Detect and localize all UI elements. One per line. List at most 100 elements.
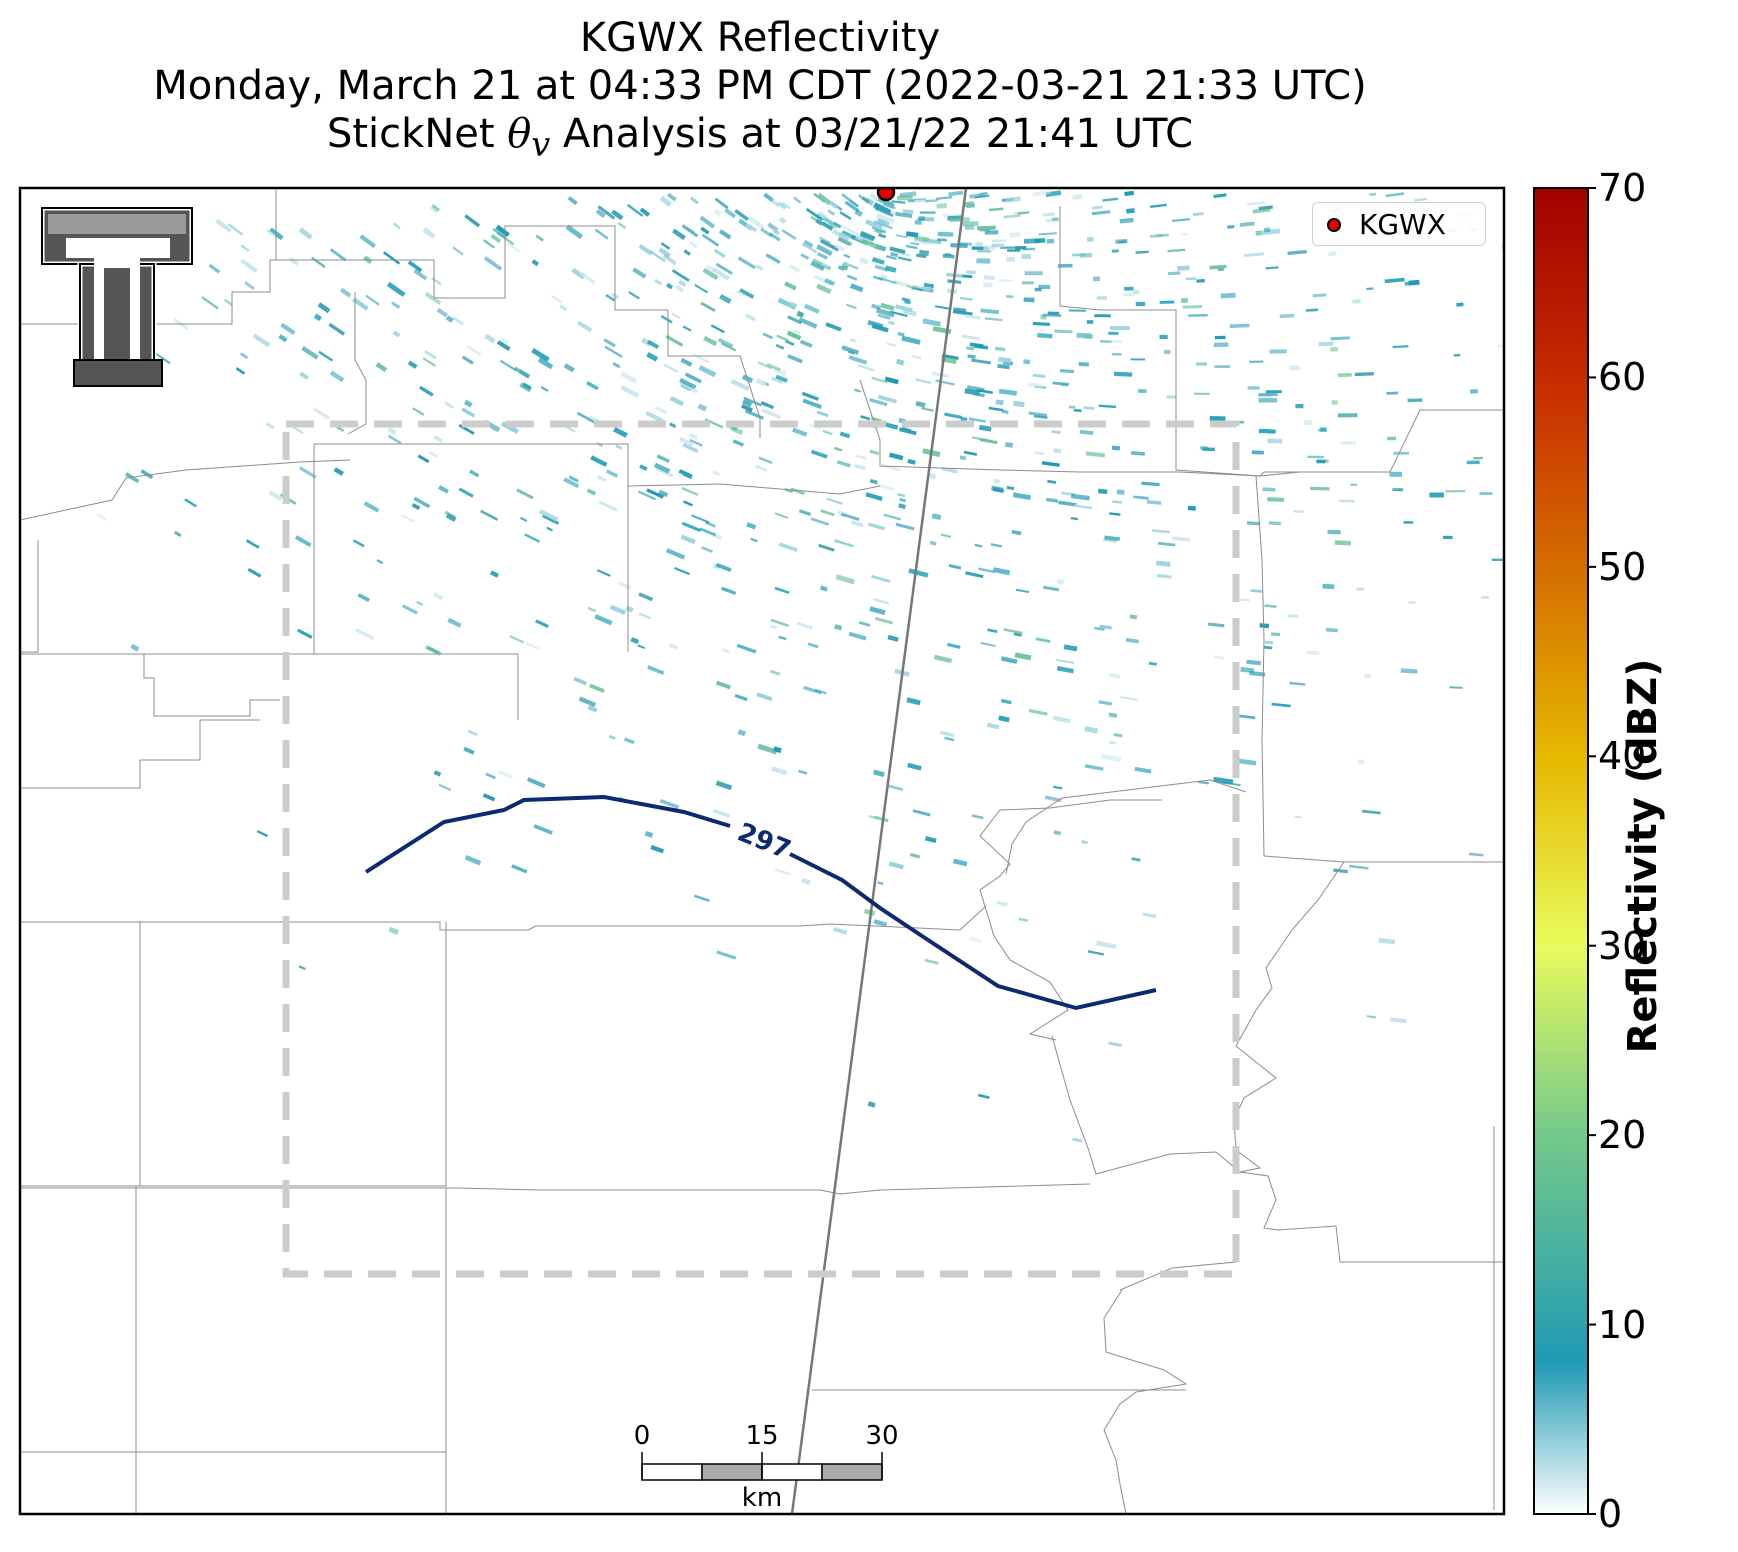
echo-gate xyxy=(1033,414,1048,419)
echo-gate xyxy=(1172,218,1190,223)
echo-gate xyxy=(755,264,764,271)
echo-gate xyxy=(1006,256,1015,262)
echo-gate xyxy=(1096,296,1107,300)
echo-gate xyxy=(1129,614,1138,620)
echo-gate xyxy=(1187,505,1196,511)
echo-gate xyxy=(594,614,613,626)
echo-gate xyxy=(615,444,623,450)
echo-gate xyxy=(1188,313,1208,317)
echo-gate xyxy=(628,291,640,300)
echo-gate xyxy=(1330,346,1339,352)
echo-gate xyxy=(730,426,744,436)
echo-gate xyxy=(1468,852,1484,857)
echo-gate xyxy=(758,456,773,465)
echo-gate xyxy=(1146,499,1162,505)
echo-gate xyxy=(480,509,499,521)
echo-gate xyxy=(1247,200,1266,206)
echo-gate xyxy=(499,359,517,372)
echo-gate xyxy=(868,522,886,531)
echo-gate xyxy=(744,313,757,322)
echo-gate xyxy=(466,345,482,357)
echo-gate xyxy=(848,631,867,641)
echo-gate xyxy=(1227,225,1235,229)
echo-gate xyxy=(884,376,899,385)
echo-gate xyxy=(1068,405,1076,409)
echo-gate xyxy=(1159,300,1175,304)
echo-gate xyxy=(949,217,970,223)
echo-gate xyxy=(1612,307,1619,310)
echo-gate xyxy=(289,257,299,266)
echo-gate xyxy=(877,881,884,886)
echo-gate xyxy=(1337,372,1352,378)
echo-gate xyxy=(1213,776,1234,785)
echo-gate xyxy=(184,498,198,508)
theta-v-contour xyxy=(364,794,731,874)
echo-gate xyxy=(436,307,448,318)
echo-gate xyxy=(680,357,693,367)
echo-gate xyxy=(417,454,430,464)
echo-gate xyxy=(1265,266,1279,270)
echo-gate xyxy=(875,213,895,225)
echo-gate xyxy=(1251,450,1264,455)
echo-gate xyxy=(375,362,388,372)
echo-gate xyxy=(914,235,930,242)
echo-gate xyxy=(821,221,834,231)
echo-gate xyxy=(519,516,528,523)
echo-gate xyxy=(627,203,644,217)
echo-gate xyxy=(976,258,991,264)
echo-gate xyxy=(1167,248,1186,253)
echo-gate xyxy=(388,926,400,935)
colorbar-title: Reflectivity (dBZ) xyxy=(1620,658,1666,1054)
echo-gate xyxy=(713,248,726,258)
echo-gate xyxy=(1125,208,1135,214)
echo-gate xyxy=(1322,583,1335,590)
echo-gate xyxy=(1096,940,1117,950)
echo-gate xyxy=(998,356,1012,363)
echo-gate xyxy=(596,569,611,577)
echo-gate xyxy=(739,288,755,299)
echo-gate xyxy=(1312,293,1327,298)
echo-gate xyxy=(889,310,908,318)
echo-gate xyxy=(827,209,836,216)
echo-gate xyxy=(918,216,925,221)
texas-tech-logo xyxy=(39,205,195,389)
echo-gate xyxy=(940,730,955,738)
figure-title: KGWX Reflectivity Monday, March 21 at 04… xyxy=(0,14,1520,169)
echo-gate xyxy=(1229,323,1250,328)
echo-gate xyxy=(644,830,654,838)
legend-marker-icon xyxy=(1327,218,1341,232)
echo-gate xyxy=(1014,245,1027,250)
echo-gate xyxy=(936,203,947,209)
echo-gate xyxy=(280,322,296,336)
echo-gate xyxy=(994,346,1006,352)
echo-gate xyxy=(869,478,878,485)
echo-gate xyxy=(506,241,520,253)
echo-gate xyxy=(1104,535,1120,541)
echo-gate xyxy=(755,464,768,473)
echo-gate xyxy=(1017,211,1029,215)
echo-gate xyxy=(671,312,681,320)
echo-gate xyxy=(329,248,347,262)
echo-gate xyxy=(1051,217,1059,221)
echo-gate xyxy=(1354,372,1374,377)
echo-gate xyxy=(846,274,858,281)
echo-gate xyxy=(1408,601,1416,604)
echo-gate xyxy=(1051,430,1061,434)
echo-gate xyxy=(793,196,802,204)
echo-gate xyxy=(816,283,832,294)
echo-gate xyxy=(535,619,549,629)
echo-gate xyxy=(743,396,762,407)
echo-gate xyxy=(464,855,482,866)
echo-gate xyxy=(979,438,998,445)
echo-gate xyxy=(1294,815,1302,819)
echo-gate xyxy=(1038,232,1057,236)
echo-gate xyxy=(877,313,891,320)
echo-gate xyxy=(1352,299,1361,304)
echo-gate xyxy=(1113,371,1133,377)
echo-gate xyxy=(681,521,702,533)
echo-gate xyxy=(603,338,616,348)
echo-gate xyxy=(922,318,942,327)
county-line xyxy=(1119,1261,1237,1291)
echo-gate xyxy=(422,227,436,239)
echo-gate xyxy=(693,894,710,902)
